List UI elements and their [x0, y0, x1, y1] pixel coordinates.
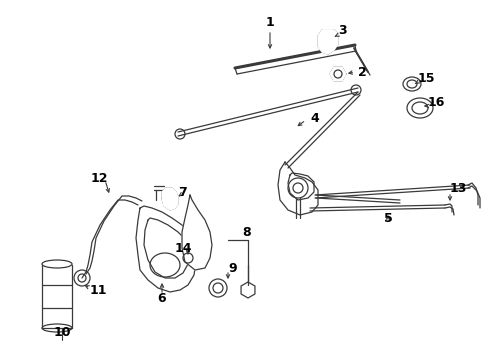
Text: 13: 13	[449, 181, 467, 194]
Polygon shape	[317, 30, 337, 54]
Text: 6: 6	[157, 292, 166, 305]
Polygon shape	[136, 206, 196, 292]
Text: 16: 16	[427, 95, 445, 108]
Text: 15: 15	[417, 72, 435, 85]
Text: 12: 12	[90, 171, 108, 185]
Polygon shape	[162, 188, 178, 210]
Polygon shape	[329, 67, 346, 81]
Text: 5: 5	[383, 212, 391, 225]
Text: 1: 1	[265, 15, 274, 28]
Text: 4: 4	[309, 112, 318, 125]
Text: 9: 9	[227, 261, 236, 274]
Text: 7: 7	[178, 185, 186, 198]
Text: 2: 2	[357, 66, 366, 78]
Text: 8: 8	[242, 225, 250, 239]
Text: 11: 11	[90, 284, 107, 297]
Text: 3: 3	[337, 23, 346, 36]
Text: 10: 10	[53, 325, 71, 338]
Polygon shape	[182, 195, 212, 270]
Polygon shape	[278, 162, 317, 215]
Text: 14: 14	[174, 242, 192, 255]
